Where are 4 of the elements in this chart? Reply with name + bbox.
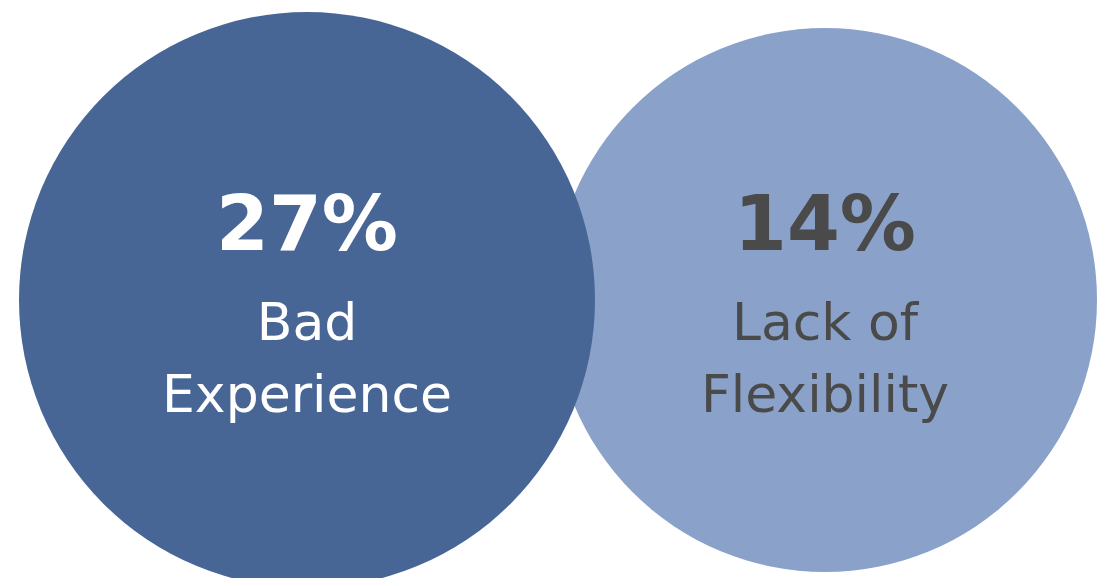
data-label: 14% xyxy=(734,179,916,268)
category-label: Lack of Flexibility xyxy=(700,292,950,424)
category-label: Bad Experience xyxy=(162,292,452,424)
data-label: 27% xyxy=(216,179,398,268)
